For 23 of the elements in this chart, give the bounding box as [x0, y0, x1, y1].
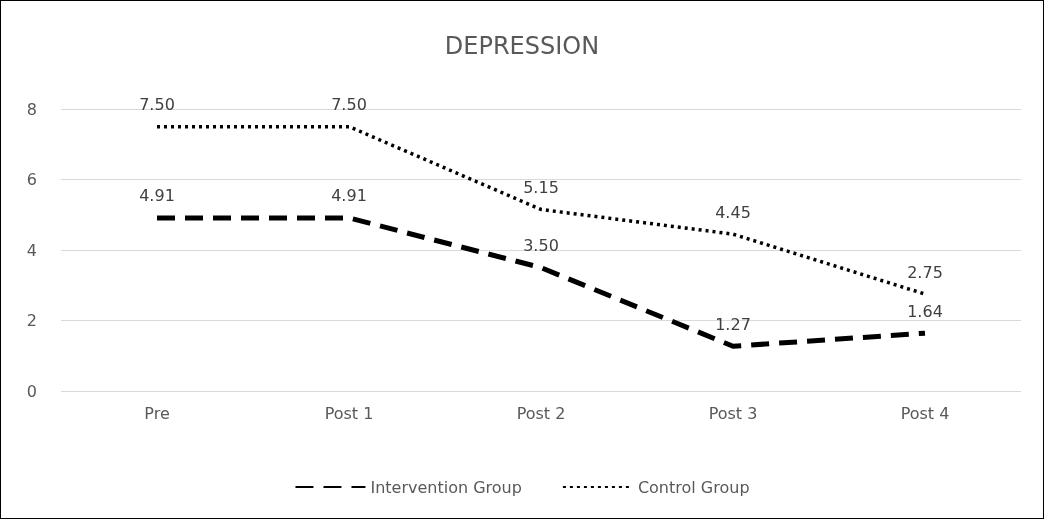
y-tick-label: 0: [26, 381, 37, 401]
data-label: 1.64: [907, 301, 943, 321]
data-label: 3.50: [523, 236, 559, 256]
data-label: 4.91: [139, 186, 175, 206]
chart-title: DEPRESSION: [444, 32, 600, 60]
data-label: 5.15: [523, 177, 559, 197]
x-tick-label: Post 1: [324, 403, 374, 423]
legend-label: Control Group: [637, 477, 750, 497]
data-label: 4.45: [715, 202, 751, 222]
y-tick-label: 2: [26, 311, 37, 330]
x-tick-label: Post 3: [708, 403, 758, 423]
y-tick-label: 8: [26, 99, 37, 119]
legend-label: Intervention Group: [370, 477, 522, 497]
y-tick-label: 4: [26, 240, 37, 260]
x-tick-label: Post 4: [900, 403, 950, 423]
x-tick-label: Pre: [144, 403, 170, 423]
data-label: 1.27: [715, 314, 751, 334]
y-tick-label: 6: [26, 170, 37, 189]
data-label: 7.50: [139, 95, 175, 115]
data-label: 7.50: [331, 95, 367, 115]
data-label: 4.91: [331, 186, 367, 206]
data-label: 2.75: [907, 262, 943, 282]
x-tick-label: Post 2: [516, 403, 566, 423]
